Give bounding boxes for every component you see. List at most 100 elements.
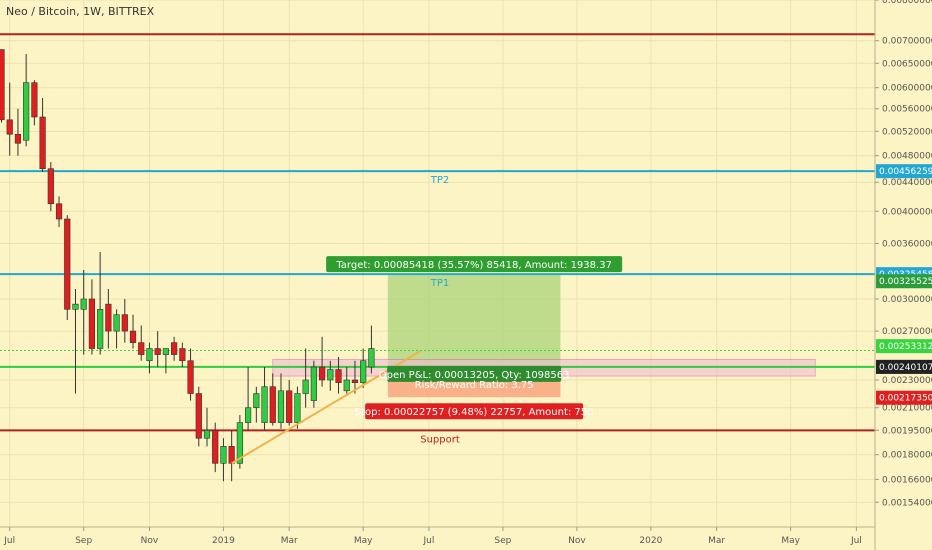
x-tick-label: Mar bbox=[281, 536, 298, 546]
candle-body[interactable] bbox=[327, 369, 334, 381]
y-tick-label: 0.00800000 bbox=[882, 0, 932, 6]
chart-title: Neo / Bitcoin, 1W, BITTREX bbox=[6, 5, 155, 18]
price-badge-text: 0.00325525 bbox=[879, 277, 932, 287]
candle-body[interactable] bbox=[368, 348, 375, 368]
x-tick-label: Mar bbox=[708, 536, 725, 546]
candle-body[interactable] bbox=[162, 348, 170, 355]
tp2-line-badge-text: 0.00456259 bbox=[879, 167, 932, 177]
tp1-line-label: TP1 bbox=[430, 278, 450, 289]
price-badge bbox=[876, 390, 932, 405]
candle-body[interactable] bbox=[55, 203, 63, 220]
candle-body[interactable] bbox=[6, 119, 13, 135]
y-tick-label: 0.00560000 bbox=[882, 105, 932, 115]
target-label: Target: 0.00085418 (35.57%) 85418, Amoun… bbox=[335, 260, 612, 271]
candle-body[interactable] bbox=[343, 379, 350, 392]
candle-body[interactable] bbox=[351, 379, 359, 383]
candle-body[interactable] bbox=[23, 82, 30, 141]
target-zone bbox=[387, 274, 561, 367]
y-tick-label: 0.00700000 bbox=[882, 37, 932, 47]
price-badge bbox=[876, 339, 932, 354]
candle-body[interactable] bbox=[47, 168, 54, 205]
x-axis: Jul Sep Nov 2019 Mar May Jul Sep Nov 2020 Mar May Ju… bbox=[3, 527, 862, 546]
price-badge-text: 0.00253312 bbox=[879, 342, 932, 352]
y-axis: 0.00800000 0.00700000 0.00650000 0.00600000… bbox=[875, 0, 932, 508]
y-tick-label: 0.00270000 bbox=[882, 327, 932, 337]
y-tick-label: 0.00166000 bbox=[882, 475, 932, 485]
candle-body[interactable] bbox=[286, 390, 293, 423]
tp2-line-label: TP2 bbox=[430, 175, 450, 186]
y-tick-label: 0.00180000 bbox=[882, 451, 932, 461]
candle-body[interactable] bbox=[253, 393, 260, 409]
y-tick-label: 0.00195000 bbox=[882, 426, 932, 436]
y-tick-label: 0.00300000 bbox=[882, 295, 932, 305]
candle-body[interactable] bbox=[187, 360, 194, 394]
candle-body[interactable] bbox=[245, 407, 252, 423]
x-tick-label: Jul bbox=[423, 536, 435, 546]
candle-body[interactable] bbox=[0, 49, 5, 121]
candle-body[interactable] bbox=[154, 348, 161, 355]
price-badge-text: 0.00240107 bbox=[879, 363, 932, 373]
candle-body[interactable] bbox=[146, 348, 153, 362]
y-tick-label: 0.00400000 bbox=[882, 207, 932, 217]
candle-body[interactable] bbox=[261, 386, 268, 423]
y-tick-label: 0.00440000 bbox=[882, 178, 932, 188]
candle-body[interactable] bbox=[277, 390, 285, 423]
candle-body[interactable] bbox=[31, 82, 38, 118]
candle-body[interactable] bbox=[228, 446, 235, 464]
y-tick-label: 0.00600000 bbox=[882, 84, 932, 94]
candle-body[interactable] bbox=[14, 133, 22, 144]
x-tick-label: Nov bbox=[568, 536, 586, 546]
target-label-box bbox=[326, 256, 623, 273]
candle-body[interactable] bbox=[80, 298, 87, 310]
candles[interactable] bbox=[0, 49, 375, 482]
candle-body[interactable] bbox=[121, 314, 128, 332]
x-tick-label: Jul bbox=[3, 536, 15, 546]
y-tick-label: 0.00230000 bbox=[882, 376, 932, 386]
candle-body[interactable] bbox=[335, 369, 342, 383]
price-badge bbox=[876, 359, 932, 374]
candle-body[interactable] bbox=[97, 309, 104, 349]
candle-body[interactable] bbox=[179, 348, 186, 362]
x-tick-label: 2019 bbox=[212, 536, 235, 546]
stop-label-box bbox=[365, 403, 584, 420]
candle-body[interactable] bbox=[195, 393, 202, 439]
candle-body[interactable] bbox=[105, 303, 112, 332]
candle-body[interactable] bbox=[294, 393, 301, 423]
y-tick-label: 0.00480000 bbox=[882, 152, 932, 162]
candle-body[interactable] bbox=[203, 430, 211, 439]
y-tick-label: 0.00360000 bbox=[882, 239, 932, 249]
stop-label: Stop: 0.00022757 (9.48%) 22757, Amount: … bbox=[355, 407, 594, 418]
candle-body[interactable] bbox=[220, 446, 227, 464]
tp2-line-badge bbox=[876, 164, 932, 179]
candle-body[interactable] bbox=[138, 342, 145, 355]
x-tick-label: Sep bbox=[75, 536, 92, 546]
y-tick-label: 0.00520000 bbox=[882, 127, 932, 137]
candle-body[interactable] bbox=[236, 422, 243, 464]
price-badge-text: 0.00217350 bbox=[879, 394, 932, 404]
candle-body[interactable] bbox=[302, 379, 309, 394]
x-tick-label: Nov bbox=[141, 536, 159, 546]
annotations: Target: 0.00085418 (35.57%) 85418, Amoun… bbox=[231, 256, 623, 465]
candle-body[interactable] bbox=[113, 314, 120, 332]
level-lines: TP2 TP1 Support bbox=[0, 33, 875, 445]
candle-body[interactable] bbox=[269, 386, 276, 423]
candle-body[interactable] bbox=[318, 366, 326, 381]
candle-body[interactable] bbox=[72, 303, 79, 310]
candle-body[interactable] bbox=[129, 330, 137, 343]
candle-body[interactable] bbox=[360, 360, 367, 383]
candle-body[interactable] bbox=[212, 430, 219, 464]
candle-body[interactable] bbox=[64, 218, 71, 310]
price-badge bbox=[876, 274, 932, 289]
x-tick-label: Sep bbox=[494, 536, 511, 546]
candle-body[interactable] bbox=[39, 116, 46, 169]
x-tick-label: 2020 bbox=[639, 536, 662, 546]
candle-body[interactable] bbox=[88, 298, 96, 349]
x-tick-label: May bbox=[781, 536, 800, 546]
open-pnl-label-box bbox=[387, 365, 562, 382]
candle-body[interactable] bbox=[171, 342, 178, 355]
candle-body[interactable] bbox=[310, 366, 317, 401]
y-tick-label: 0.00154000 bbox=[882, 498, 932, 508]
y-tick-label: 0.00210000 bbox=[882, 404, 932, 414]
y-tick-label: 0.00650000 bbox=[882, 59, 932, 69]
